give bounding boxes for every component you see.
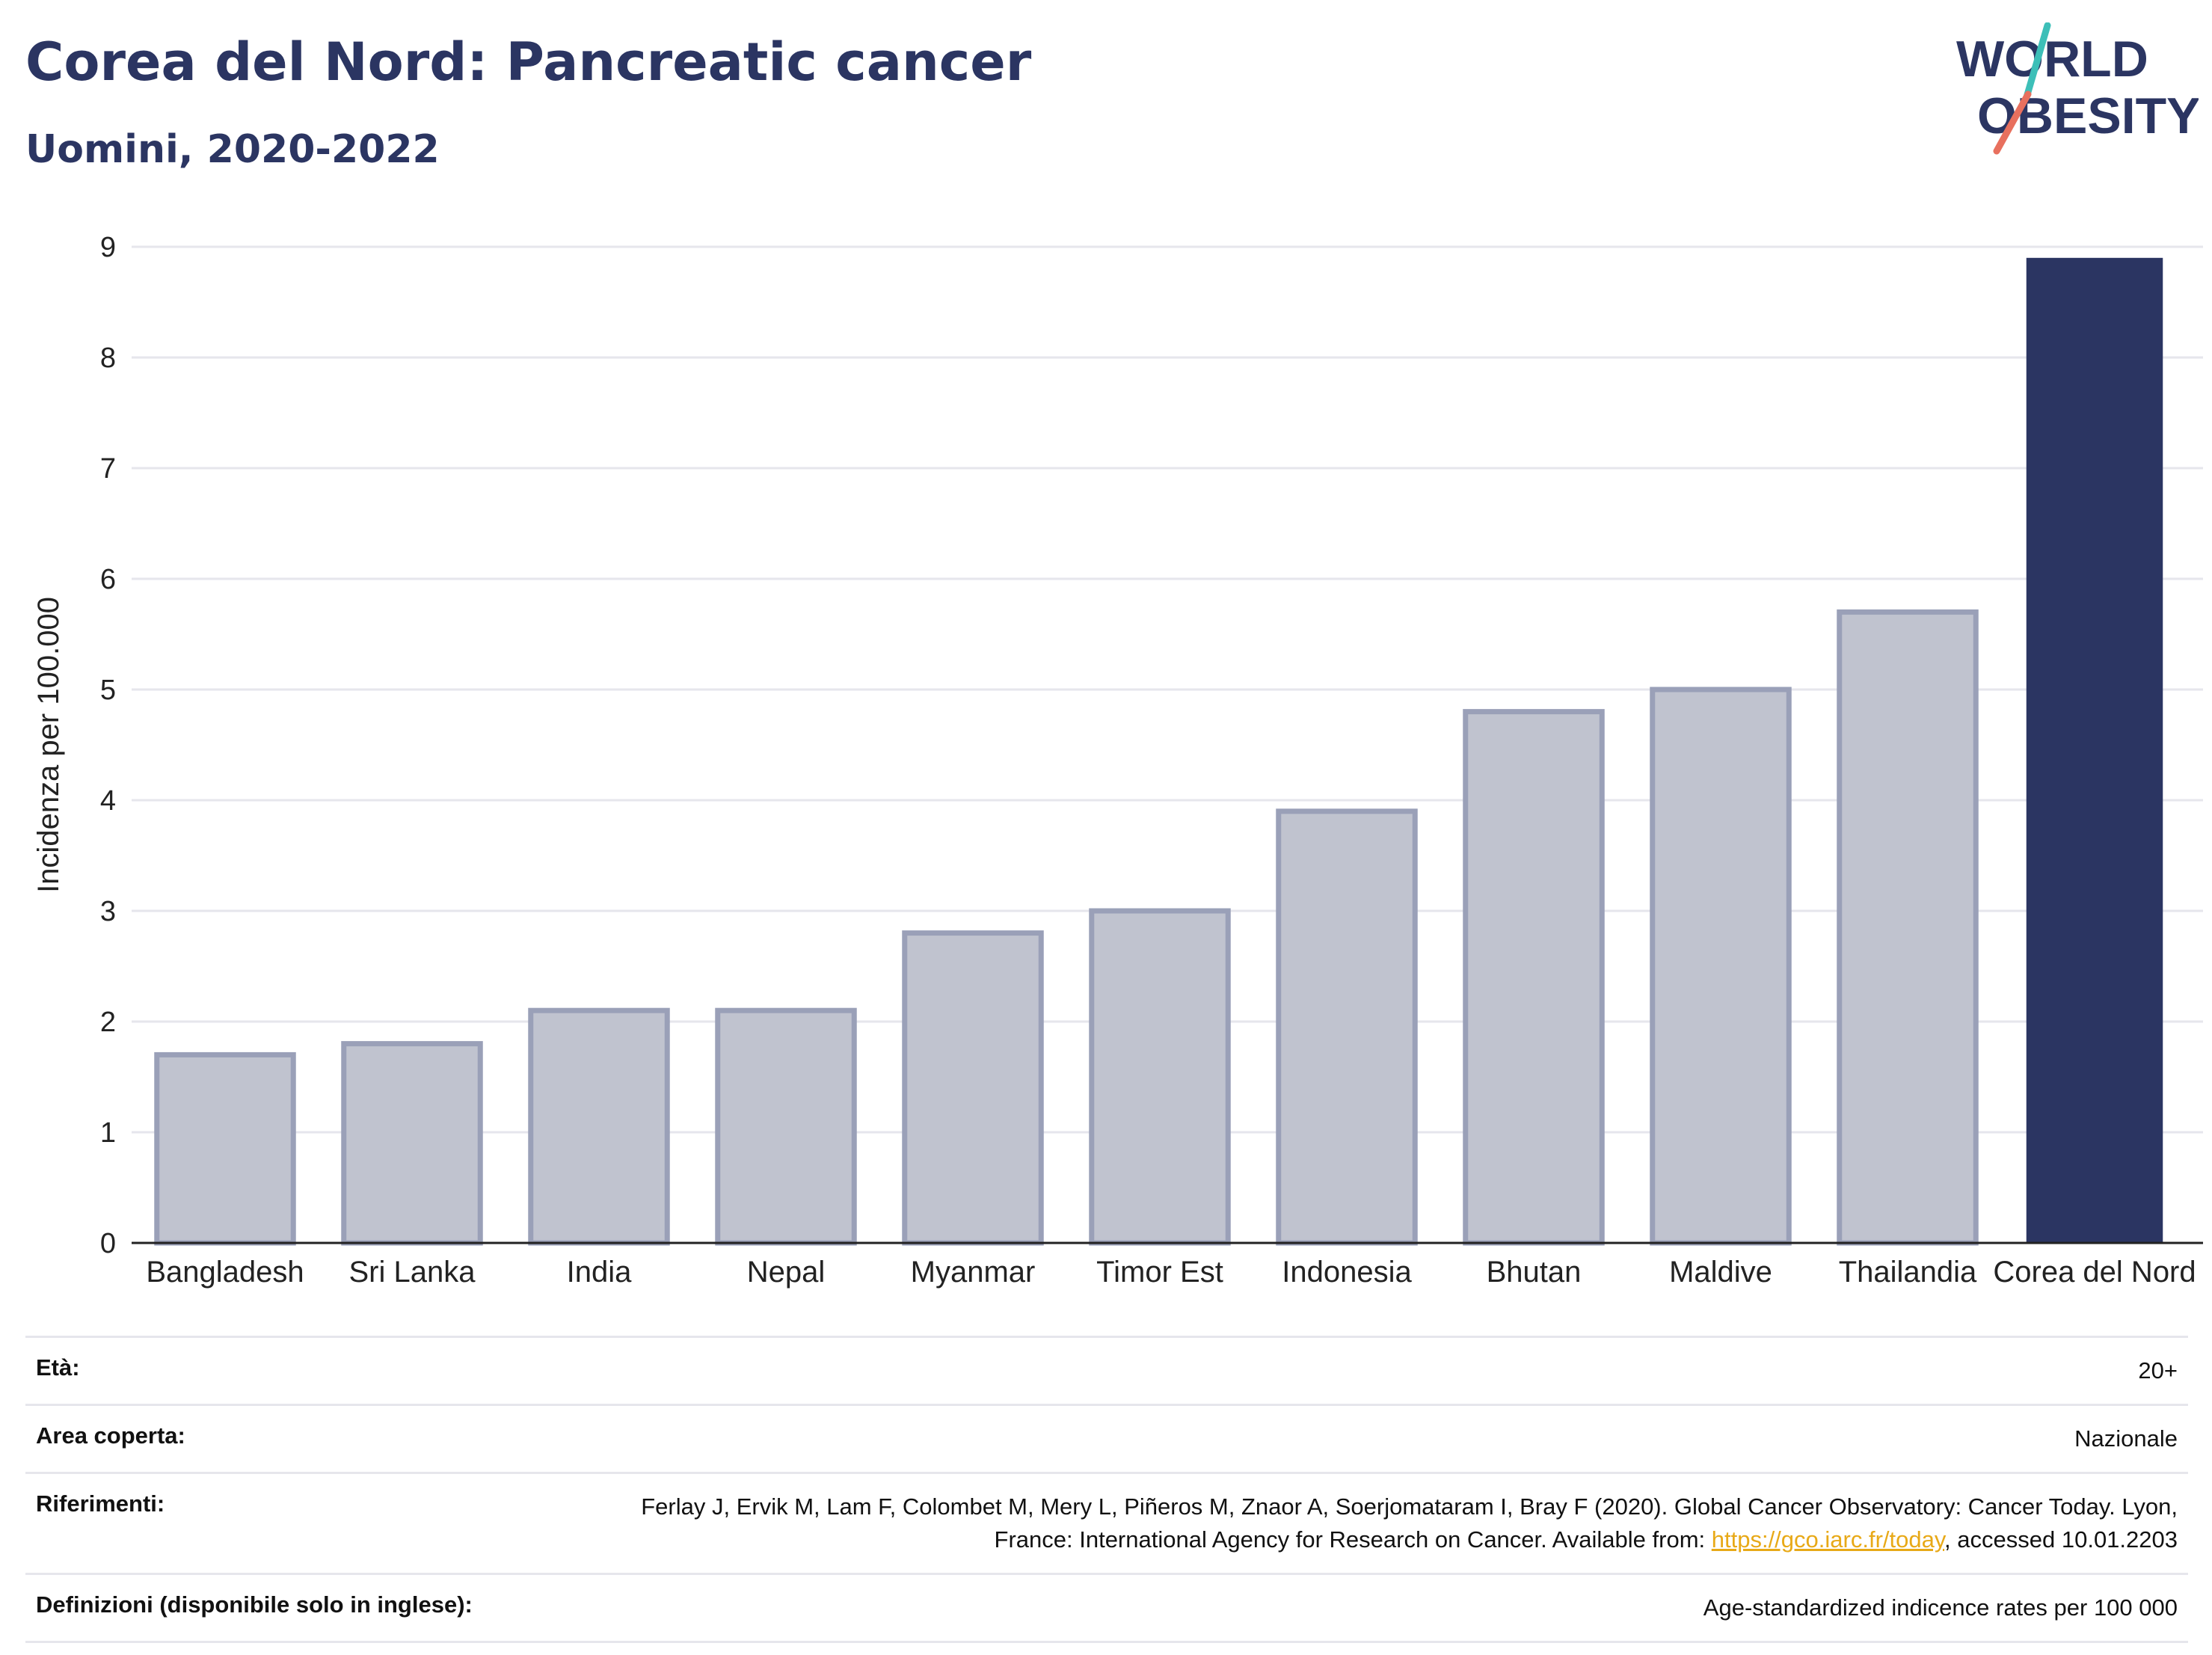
chart-title: Corea del Nord: Pancreatic cancer xyxy=(25,31,1032,93)
bar xyxy=(1650,687,1792,1246)
x-tick-label: Myanmar xyxy=(911,1256,1036,1289)
reference-text: Ferlay J, Ervik M, Lam F, Colombet M, Me… xyxy=(641,1493,2178,1553)
metadata-table: Età: 20+ Area coperta: Nazionale Riferim… xyxy=(25,1336,2188,1643)
bar xyxy=(1089,908,1231,1246)
reference-accessed: , accessed 10.01.2203 xyxy=(1944,1526,2178,1553)
bar xyxy=(1837,609,1979,1246)
y-tick-label: 4 xyxy=(100,785,116,817)
meta-row-area: Area coperta: Nazionale xyxy=(25,1406,2188,1474)
chart-subtitle: Uomini, 2020-2022 xyxy=(25,127,440,172)
bar xyxy=(2026,257,2163,1243)
meta-references-label: Riferimenti: xyxy=(36,1490,165,1517)
y-tick-label: 9 xyxy=(100,232,116,263)
bar xyxy=(154,1051,296,1246)
y-tick-label: 3 xyxy=(100,896,116,927)
x-tick-label: Bangladesh xyxy=(146,1256,304,1289)
x-tick-label: Corea del Nord xyxy=(1993,1256,2196,1289)
x-tick-label: Indonesia xyxy=(1282,1256,1412,1289)
bar xyxy=(902,930,1044,1246)
bar xyxy=(1463,709,1605,1246)
x-tick-label: Thailandia xyxy=(1839,1256,1977,1289)
y-tick-label: 7 xyxy=(100,453,116,485)
bar xyxy=(1276,808,1418,1246)
meta-row-references: Riferimenti: Ferlay J, Ervik M, Lam F, C… xyxy=(25,1474,2188,1575)
x-tick-label: Nepal xyxy=(747,1256,826,1289)
y-tick-label: 2 xyxy=(100,1007,116,1038)
meta-definitions-label: Definizioni (disponibile solo in inglese… xyxy=(36,1591,473,1618)
x-tick-label: Sri Lanka xyxy=(349,1256,476,1289)
y-tick-label: 8 xyxy=(100,343,116,374)
y-tick-label: 6 xyxy=(100,564,116,595)
x-tick-label: India xyxy=(567,1256,632,1289)
meta-row-definitions: Definizioni (disponibile solo in inglese… xyxy=(25,1575,2188,1643)
meta-area-value: Nazionale xyxy=(2074,1425,2178,1452)
x-tick-label: Timor Est xyxy=(1096,1256,1223,1289)
bar xyxy=(715,1007,857,1246)
bar-chart: 0 1 2 3 4 5 6 7 8 9 Incidenza per 100.000 Banglades… xyxy=(32,232,2203,1289)
y-tick-label: 1 xyxy=(100,1117,116,1149)
meta-age-label: Età: xyxy=(36,1354,80,1381)
meta-age-value: 20+ xyxy=(2138,1357,2178,1384)
meta-references-value: Ferlay J, Ervik M, Lam F, Colombet M, Me… xyxy=(592,1490,2178,1556)
meta-row-age: Età: 20+ xyxy=(25,1338,2188,1406)
meta-definitions-value: Age-standardized indicence rates per 100… xyxy=(1703,1594,2178,1621)
meta-area-label: Area coperta: xyxy=(36,1422,185,1449)
y-tick-label: 0 xyxy=(100,1228,116,1259)
reference-link[interactable]: https://gco.iarc.fr/today xyxy=(1711,1526,1945,1553)
x-tick-label: Maldive xyxy=(1669,1256,1772,1289)
world-obesity-logo: WORLD OBESITY xyxy=(1956,22,2199,155)
bar xyxy=(341,1041,483,1246)
y-tick-label: 5 xyxy=(100,675,116,706)
logo-line1: WORLD xyxy=(1956,31,2148,87)
y-axis-label: Incidenza per 100.000 xyxy=(32,597,65,893)
bar xyxy=(528,1007,670,1246)
x-tick-label: Bhutan xyxy=(1487,1256,1582,1289)
